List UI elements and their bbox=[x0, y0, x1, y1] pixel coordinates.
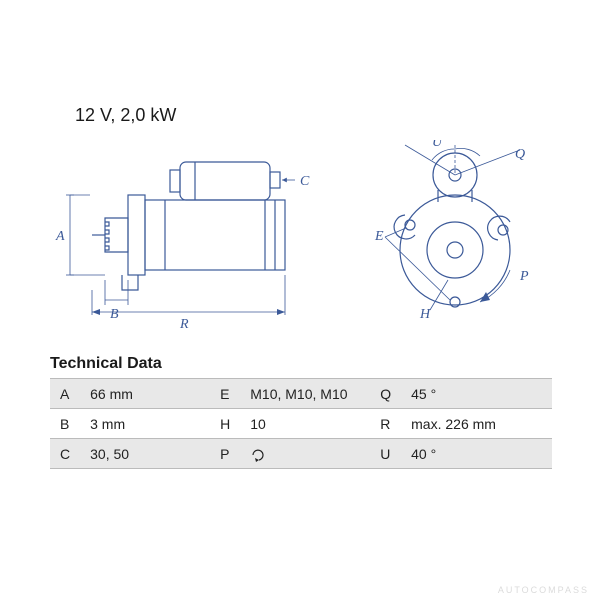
side-view: C A B R bbox=[55, 162, 310, 332]
cell-key: E bbox=[210, 379, 240, 409]
cell-key: P bbox=[210, 439, 240, 469]
label-c: C bbox=[300, 174, 310, 189]
label-h: H bbox=[419, 307, 431, 322]
label-q: Q bbox=[515, 147, 525, 162]
label-p: P bbox=[519, 269, 529, 284]
cell-val: max. 226 mm bbox=[401, 409, 552, 439]
cell-val: 10 bbox=[240, 409, 370, 439]
table-row: A 66 mm E M10, M10, M10 Q 45 ° bbox=[50, 379, 552, 409]
cell-key: C bbox=[50, 439, 80, 469]
cell-key: R bbox=[370, 409, 401, 439]
cell-val: 3 mm bbox=[80, 409, 210, 439]
cell-key: B bbox=[50, 409, 80, 439]
cell-val: M10, M10, M10 bbox=[240, 379, 370, 409]
technical-diagram: C A B R bbox=[50, 140, 560, 340]
label-b: B bbox=[110, 307, 119, 322]
label-u: U bbox=[432, 140, 443, 150]
table-row: B 3 mm H 10 R max. 226 mm bbox=[50, 409, 552, 439]
cell-val bbox=[240, 439, 370, 469]
label-r: R bbox=[179, 317, 189, 332]
cell-key: U bbox=[370, 439, 401, 469]
label-e: E bbox=[374, 229, 384, 244]
cell-val: 40 ° bbox=[401, 439, 552, 469]
header-spec: 12 V, 2,0 kW bbox=[75, 105, 176, 126]
section-title: Technical Data bbox=[50, 355, 162, 373]
cell-key: H bbox=[210, 409, 240, 439]
cell-val: 66 mm bbox=[80, 379, 210, 409]
cell-key: Q bbox=[370, 379, 401, 409]
cell-key: A bbox=[50, 379, 80, 409]
cell-val: 30, 50 bbox=[80, 439, 210, 469]
cell-val: 45 ° bbox=[401, 379, 552, 409]
front-view: U Q E H P bbox=[374, 140, 529, 322]
technical-data-table: A 66 mm E M10, M10, M10 Q 45 ° B 3 mm H … bbox=[50, 378, 552, 469]
table-row: C 30, 50 P U 40 ° bbox=[50, 439, 552, 469]
label-a: A bbox=[55, 229, 65, 244]
watermark: AUTOCOMPASS bbox=[498, 585, 589, 595]
